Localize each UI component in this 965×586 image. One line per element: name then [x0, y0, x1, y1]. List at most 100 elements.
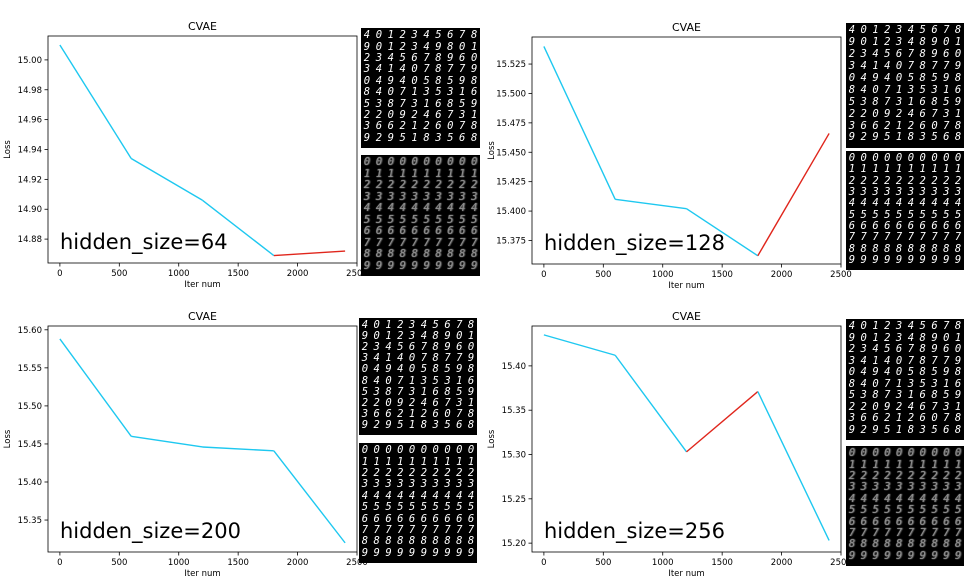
- digit: 8: [447, 40, 454, 53]
- digit: 4: [375, 202, 383, 215]
- loss-line-segment-1: [59, 338, 132, 437]
- digit: 9: [860, 253, 867, 266]
- digit: 0: [848, 72, 856, 84]
- digit: 0: [361, 444, 369, 457]
- digit: 0: [848, 366, 856, 379]
- y-tick-label: 15.375: [496, 236, 526, 246]
- digit: 4: [860, 492, 867, 505]
- digit: 8: [467, 418, 475, 431]
- digit: 3: [387, 190, 394, 203]
- x-tick-label: 1500: [227, 558, 249, 568]
- digit: 7: [420, 341, 428, 354]
- digit: 3: [456, 478, 463, 491]
- digit: 6: [884, 219, 891, 232]
- digit: 3: [931, 377, 938, 390]
- digit: 4: [895, 197, 903, 210]
- digit: 5: [848, 504, 856, 517]
- digit: 5: [399, 213, 406, 226]
- digit: 0: [411, 63, 418, 76]
- digit: 7: [444, 396, 451, 409]
- digit: 8: [447, 97, 454, 110]
- digit: 5: [444, 363, 451, 376]
- digit: 0: [860, 36, 867, 49]
- digit: 4: [860, 197, 867, 210]
- digit: 7: [848, 231, 856, 244]
- digit: 7: [447, 236, 454, 249]
- digit: 0: [943, 331, 950, 344]
- digit: 8: [423, 131, 430, 144]
- digit: 1: [931, 163, 938, 176]
- digit: 5: [387, 213, 394, 226]
- digit: 6: [860, 515, 867, 528]
- digit: 6: [919, 119, 926, 132]
- digit: 1: [919, 163, 926, 176]
- digit: 7: [408, 523, 416, 536]
- digit: 1: [435, 167, 442, 180]
- digit: 8: [872, 389, 879, 402]
- digit: 3: [860, 48, 867, 61]
- digit: 2: [397, 319, 404, 332]
- digit: 5: [444, 418, 451, 431]
- digit: 6: [444, 512, 451, 525]
- digit: 3: [432, 418, 439, 431]
- x-tick-label: 1000: [652, 270, 674, 280]
- digit: 8: [387, 97, 394, 110]
- digit: 1: [860, 163, 867, 176]
- digit: 1: [411, 86, 418, 99]
- digit: 1: [895, 83, 903, 96]
- digit: 2: [423, 120, 430, 133]
- x-tick-label: 500: [595, 270, 611, 280]
- digit: 4: [467, 489, 475, 502]
- digit: 5: [432, 501, 439, 514]
- digit: 8: [919, 366, 926, 379]
- digit: 4: [361, 489, 369, 502]
- digit: 8: [423, 248, 430, 261]
- digit: 6: [943, 48, 950, 61]
- digit: 3: [363, 120, 371, 133]
- digit: 4: [931, 197, 938, 210]
- digit: 4: [954, 197, 962, 210]
- digit: 7: [919, 526, 926, 539]
- digit: 1: [895, 412, 903, 425]
- digit: 3: [943, 107, 950, 120]
- digit: 3: [444, 478, 451, 491]
- digit: 6: [385, 512, 392, 525]
- digit: 9: [459, 74, 466, 87]
- digit: 6: [432, 385, 439, 398]
- digit: 5: [444, 501, 451, 514]
- digit: 6: [435, 97, 442, 110]
- y-tick-label: 15.30: [502, 451, 526, 461]
- digit: 9: [954, 95, 962, 108]
- digit: 9: [385, 418, 392, 431]
- digit: 9: [943, 549, 950, 562]
- digit: 4: [361, 319, 369, 332]
- digit: 1: [872, 163, 879, 176]
- loss-line-segment-1: [543, 46, 616, 200]
- digit: 5: [470, 213, 478, 226]
- digit: 3: [943, 186, 950, 199]
- digit: 3: [954, 186, 962, 199]
- digit: 8: [435, 74, 442, 87]
- digit: 9: [931, 253, 938, 266]
- digit: 7: [423, 51, 430, 64]
- digit: 5: [375, 213, 383, 226]
- digit: 2: [363, 51, 371, 64]
- digit: 9: [387, 259, 394, 272]
- digit: 4: [420, 319, 428, 332]
- digit: 6: [872, 412, 879, 425]
- digit: 1: [872, 60, 879, 73]
- loss-line-segment-2: [614, 354, 688, 453]
- digit: 8: [872, 242, 879, 255]
- digit: 7: [363, 236, 371, 249]
- digit: 1: [373, 455, 380, 468]
- digit: 9: [954, 354, 962, 367]
